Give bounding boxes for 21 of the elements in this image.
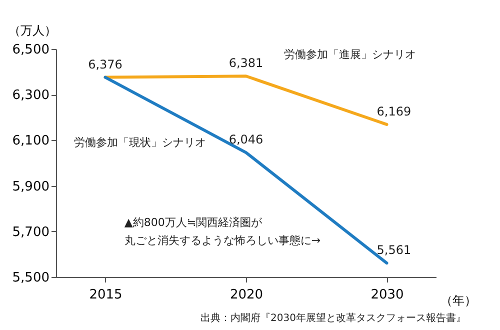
series-label: 労働参加「現状」シナリオ (74, 136, 206, 149)
y-tick-label: 5,900 (12, 179, 50, 194)
y-tick-label: 6,300 (12, 88, 50, 104)
x-axis-title: （年） (440, 294, 476, 308)
x-tick-label: 2015 (89, 288, 122, 302)
x-tick-label: 2020 (230, 288, 264, 302)
data-label: 6,169 (376, 104, 412, 118)
y-tick-label: 6,100 (12, 134, 50, 149)
y-axis-title: （万人） (8, 24, 56, 38)
y-tick-label: 5,500 (12, 270, 50, 286)
annotation: 丸ごと消失するような怖ろしい事態に→ (124, 234, 321, 247)
annotation: ▲約800万人≒関西経済圏が (124, 216, 264, 229)
data-label: 6,381 (228, 56, 264, 70)
text: 労働参加「進展」シナリオ (284, 48, 416, 61)
y-tick-label: 6,500 (12, 42, 50, 58)
data-label: 5,561 (376, 243, 412, 258)
x-tick-label: 2030 (370, 288, 404, 302)
source-note: 出典：内閣府『2030年展望と改革タスクフォース報告書』 (200, 312, 466, 324)
y-tick-label: 5,700 (12, 224, 50, 240)
data-label: 6,046 (228, 132, 264, 147)
data-label: 6,376 (88, 57, 122, 72)
